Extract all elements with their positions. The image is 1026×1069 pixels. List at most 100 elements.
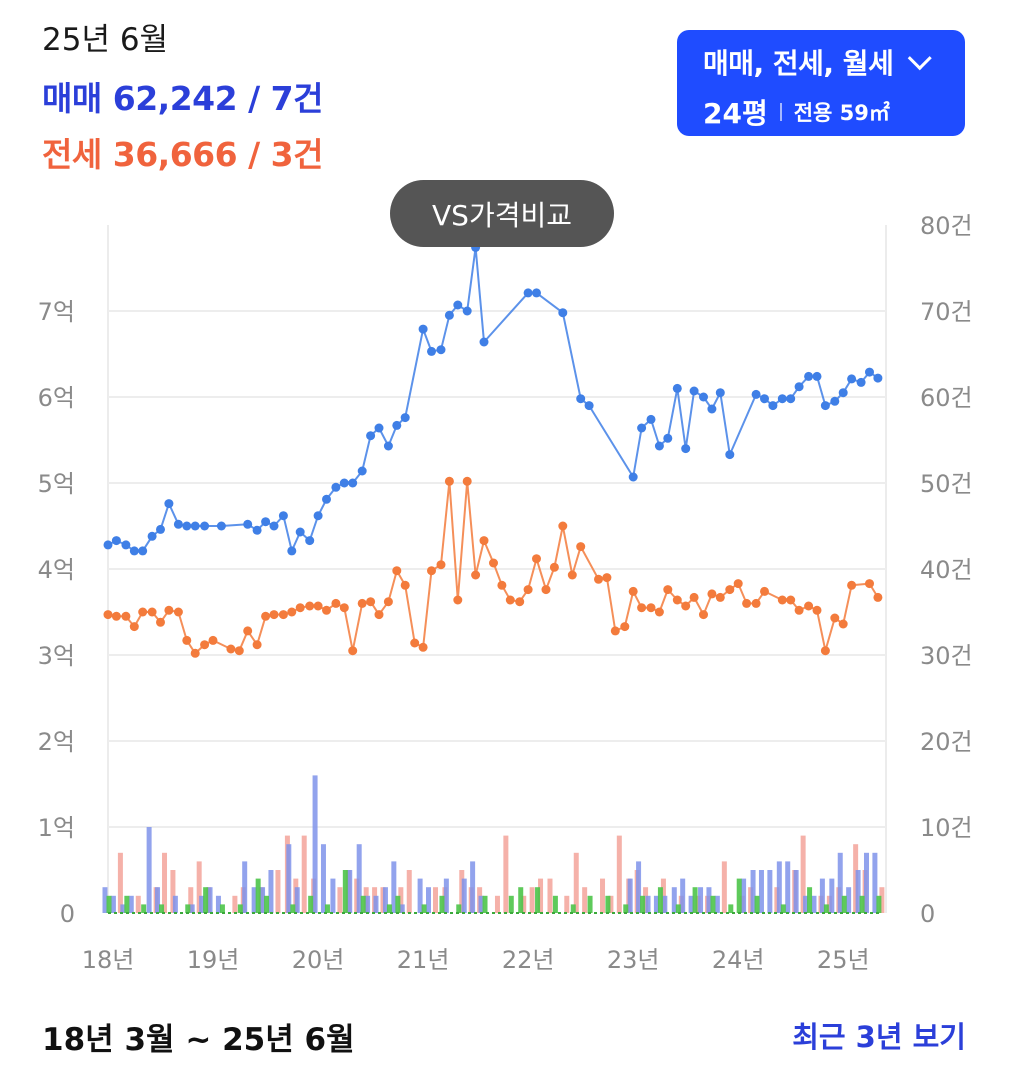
sale-volume-bar [251, 887, 257, 913]
rent-volume-bar [494, 895, 500, 913]
rent-price-point [576, 542, 586, 552]
monthly-volume-bar [342, 870, 348, 913]
monthly-volume-bar [710, 895, 716, 913]
sale-volume-bar [811, 895, 817, 913]
rent-price-point [366, 597, 376, 607]
sale-volume-bar [680, 878, 686, 913]
rent-price-point [200, 640, 210, 650]
sale-price-point [856, 377, 866, 387]
rent-price-point [226, 644, 236, 654]
pyeong-label: 24평 [703, 97, 768, 130]
sale-volume-bar [102, 887, 108, 913]
sale-price-point [261, 517, 271, 527]
sale-volume-bar [189, 904, 195, 913]
sale-price-point [427, 346, 436, 356]
rent-price-point [410, 638, 420, 648]
rent-price-point [654, 607, 664, 617]
y-left-tick-label: 0 [60, 900, 75, 928]
y-right-tick-label: 80건 [920, 212, 973, 240]
monthly-volume-bar [324, 904, 330, 913]
trade-type-selector[interactable]: 매매, 전세, 월세 [703, 42, 939, 82]
sale-volume-bar [320, 844, 326, 913]
sale-price-point [715, 388, 725, 398]
rent-volume-bar [538, 878, 544, 913]
rent-price-point [847, 580, 857, 590]
rent-price-point [610, 626, 620, 636]
sale-volume-bar [785, 861, 791, 913]
monthly-volume-bar [159, 904, 165, 913]
sale-volume-bar [671, 887, 677, 913]
rent-price-point [269, 610, 279, 620]
y-right-tick-label: 40건 [920, 556, 973, 584]
y-left-tick-label: 5억 [38, 470, 75, 498]
rent-price-point [646, 603, 656, 613]
y-left-tick-label: 3억 [38, 642, 75, 670]
monthly-volume-bar [395, 895, 401, 913]
y-right-tick-label: 0 [920, 900, 935, 928]
rent-volume-bar [188, 887, 194, 913]
rent-price-point [751, 598, 761, 608]
rent-price-point [427, 566, 436, 576]
x-tick-label: 22년 [502, 946, 555, 974]
x-tick-label: 20년 [292, 946, 345, 974]
sale-price-point [392, 420, 402, 430]
sale-price-point [252, 525, 262, 535]
monthly-volume-bar [754, 895, 760, 913]
rent-price-point [462, 476, 472, 486]
sale-price-point [190, 521, 200, 531]
sale-price-point [584, 401, 594, 411]
sale-price-point [453, 300, 463, 310]
recent-3y-link[interactable]: 최근 3년 보기 [792, 1020, 966, 1054]
sale-price-point [357, 466, 367, 476]
y-right-tick-label: 60건 [920, 384, 973, 412]
rent-price-point [243, 626, 253, 636]
filter-dropdown-button[interactable]: 매매, 전세, 월세 24평 전용 59㎡ [677, 30, 965, 136]
rent-price-point [602, 573, 612, 583]
rent-price-point [505, 595, 515, 605]
sale-price-point [374, 423, 384, 433]
sale-price-point [444, 310, 454, 320]
rent-price-point [121, 611, 131, 621]
size-selector[interactable]: 24평 전용 59㎡ [703, 92, 939, 132]
price-chart[interactable]: 0 1억 2억 3억 4억 5억 6억 7억 0 10건 20건 30건 40건 50건 60건 70건 80건… [0, 0, 1026, 1000]
sale-price-point [121, 540, 131, 550]
rent-price-point [541, 585, 551, 595]
sale-price-point [576, 394, 586, 404]
monthly-volume-bar [657, 887, 663, 913]
rent-volume-bar [170, 870, 176, 913]
rent-price-point [532, 554, 541, 564]
monthly-volume-bar [823, 904, 829, 913]
sale-price-point [129, 546, 139, 556]
rent-price-point [873, 592, 883, 602]
date-range: 18년 3월 ~ 25년 6월 [42, 1022, 355, 1058]
rent-volume-bar [406, 870, 412, 913]
y-left-tick-label: 1억 [38, 814, 75, 842]
rent-price-point [182, 635, 192, 645]
vs-compare-button[interactable]: VS가격비교 [390, 180, 614, 247]
rent-price-point [777, 595, 787, 605]
rent-volume-bar [573, 852, 579, 913]
x-tick-label: 19년 [187, 946, 240, 974]
sale-volume-bar [461, 878, 467, 913]
x-tick-label: 24년 [712, 946, 765, 974]
rent-price-point [567, 570, 577, 580]
sale-volume-bar [750, 870, 756, 913]
rent-price-point [628, 586, 638, 596]
rent-price-point [515, 597, 525, 607]
sale-volume-bar [260, 887, 266, 913]
sale-price-point [216, 521, 226, 531]
monthly-volume-bar [807, 887, 813, 913]
sale-volume-bar [399, 904, 405, 913]
selected-month: 25년 6월 [42, 22, 169, 58]
sale-price-point [865, 367, 874, 377]
sale-price-point [479, 337, 489, 347]
sale-price-point [794, 382, 804, 392]
sale-price-point [305, 536, 315, 546]
sale-volume-bar [128, 895, 134, 913]
rent-price-point [663, 585, 673, 595]
sale-price-point [147, 531, 157, 541]
rent-price-point [812, 605, 822, 615]
rent-price-point [637, 603, 647, 613]
sale-volume-bar [268, 870, 274, 913]
y-right-tick-label: 50건 [920, 470, 973, 498]
